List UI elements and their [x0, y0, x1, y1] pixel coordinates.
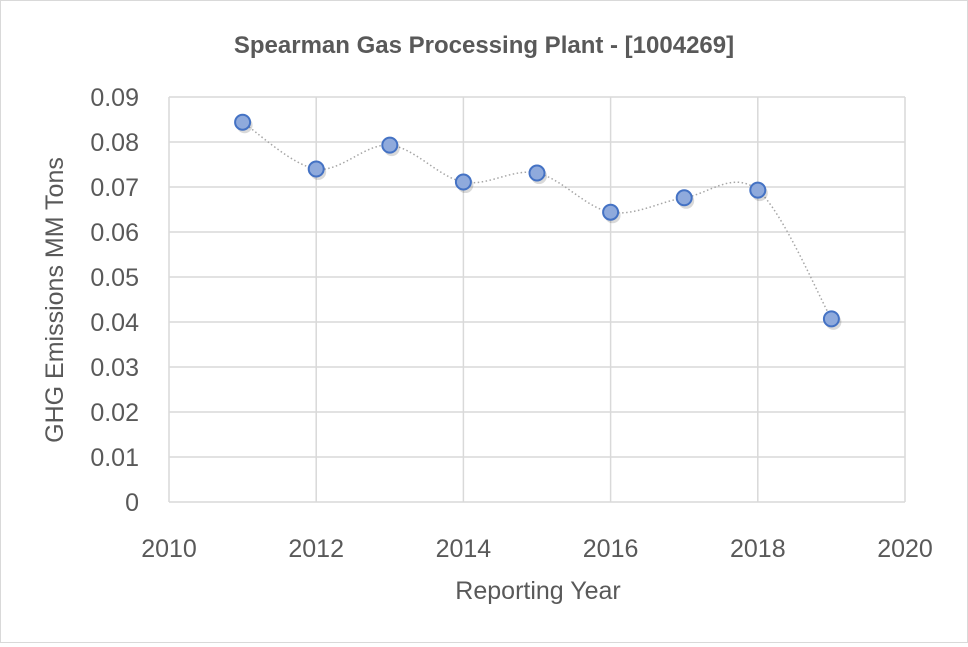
y-tick-label: 0 [125, 489, 139, 517]
x-tick-label: 2010 [141, 535, 197, 563]
data-point [822, 310, 840, 328]
x-tick-label: 2018 [730, 535, 786, 563]
data-point [749, 181, 767, 199]
data-point [675, 189, 693, 207]
series-line [242, 121, 833, 320]
x-tick-label: 2014 [436, 535, 492, 563]
x-tick-label: 2012 [288, 535, 344, 563]
chart-title: Spearman Gas Processing Plant - [1004269… [234, 32, 734, 59]
data-point [381, 136, 399, 154]
y-axis-label: GHG Emissions MM Tons [41, 157, 69, 443]
y-tick-label: 0.07 [90, 174, 139, 202]
data-point [602, 203, 620, 221]
data-point [234, 113, 252, 131]
data-point [454, 173, 472, 191]
y-tick-label: 0.09 [90, 84, 139, 112]
x-axis-label: Reporting Year [455, 577, 620, 605]
y-tick-label: 0.05 [90, 264, 139, 292]
y-tick-label: 0.06 [90, 219, 139, 247]
x-tick-label: 2016 [583, 535, 639, 563]
data-point [307, 160, 325, 178]
y-tick-label: 0.02 [90, 399, 139, 427]
y-tick-label: 0.01 [90, 444, 139, 472]
y-tick-label: 0.08 [90, 129, 139, 157]
data-point [528, 164, 546, 182]
y-tick-label: 0.04 [90, 309, 139, 337]
y-tick-label: 0.03 [90, 354, 139, 382]
x-tick-label: 2020 [877, 535, 933, 563]
